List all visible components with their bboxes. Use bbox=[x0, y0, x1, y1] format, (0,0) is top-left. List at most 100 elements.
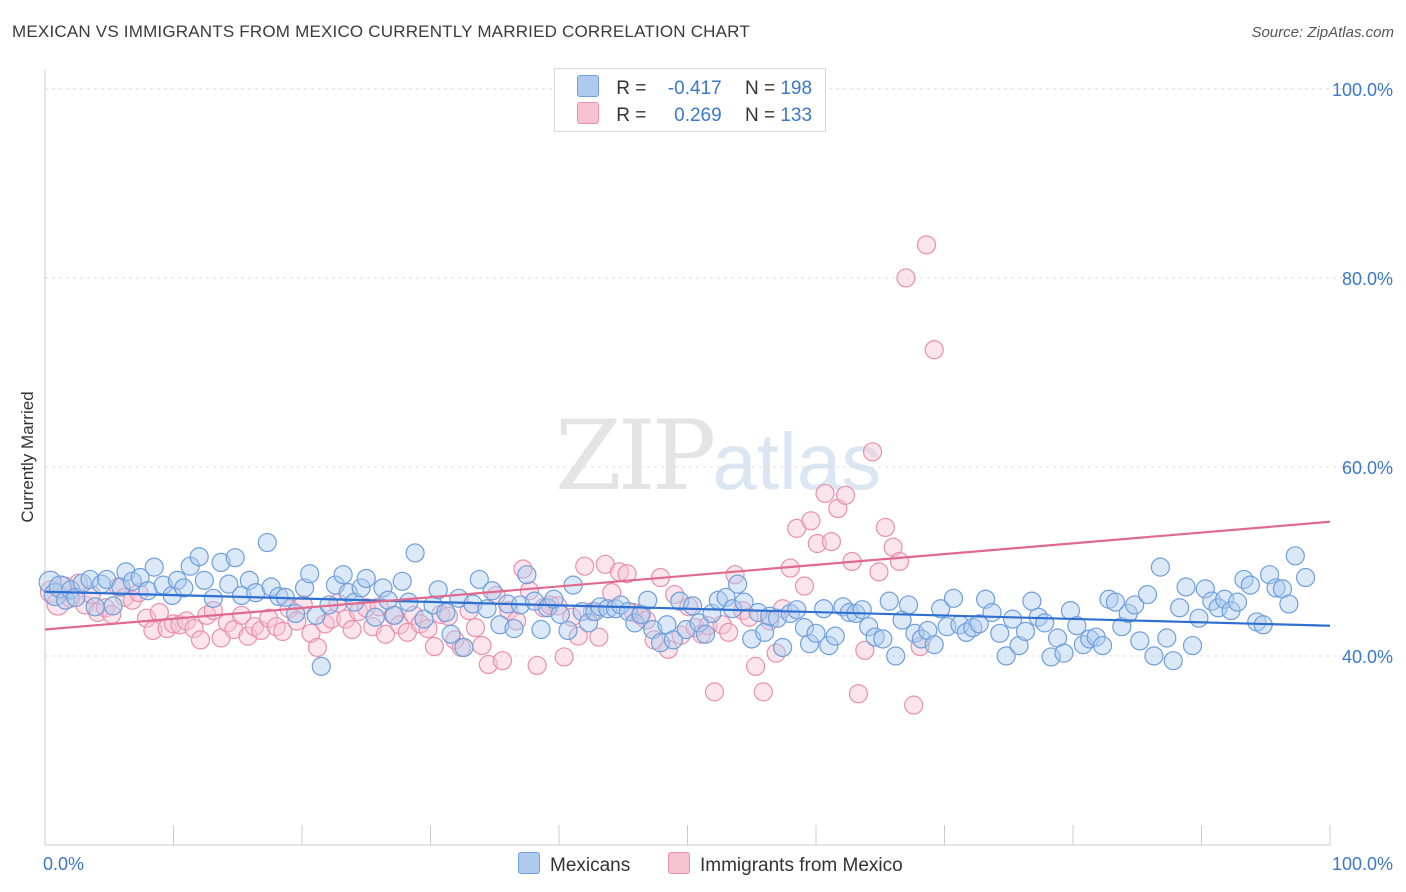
data-point bbox=[670, 591, 690, 611]
data-point bbox=[1092, 635, 1113, 656]
data-point bbox=[568, 626, 588, 646]
data-point bbox=[916, 235, 937, 255]
data-point bbox=[862, 442, 883, 462]
data-point bbox=[1182, 635, 1203, 656]
data-point bbox=[311, 656, 331, 676]
data-point bbox=[1137, 584, 1158, 605]
data-point bbox=[517, 565, 537, 585]
data-point bbox=[898, 595, 919, 615]
data-point bbox=[787, 600, 807, 620]
data-point bbox=[392, 571, 412, 591]
chart-source: Source: ZipAtlas.com bbox=[1251, 24, 1394, 41]
legend-swatch-pink bbox=[577, 102, 599, 124]
data-point bbox=[80, 569, 100, 590]
data-point bbox=[239, 570, 259, 590]
legend-row-immigrants: R = 0.269 N = 133 bbox=[577, 102, 812, 128]
data-point bbox=[631, 604, 651, 624]
data-point bbox=[454, 637, 474, 658]
data-point bbox=[149, 602, 169, 623]
data-point bbox=[886, 646, 906, 666]
data-point bbox=[848, 684, 869, 704]
data-point bbox=[819, 635, 839, 656]
data-point bbox=[1067, 616, 1087, 636]
trend-line bbox=[44, 590, 1331, 627]
data-point bbox=[753, 682, 773, 702]
data-point bbox=[865, 627, 885, 647]
data-point bbox=[232, 585, 252, 606]
axis-labels: 40.0% 60.0% 80.0% 100.0% 0.0% 100.0% Currently… bbox=[18, 80, 1393, 874]
y-axis-title: Currently Married bbox=[18, 391, 37, 522]
data-point bbox=[801, 511, 821, 531]
data-point bbox=[1240, 575, 1260, 595]
data-point bbox=[689, 613, 709, 633]
data-point bbox=[1285, 546, 1305, 566]
legend-r-value: -0.417 bbox=[667, 78, 722, 99]
y-tick-label: 60.0% bbox=[1342, 458, 1393, 478]
legend-r-label: R = bbox=[616, 105, 647, 126]
data-point bbox=[294, 578, 315, 598]
data-point bbox=[794, 576, 815, 596]
data-point bbox=[194, 570, 214, 590]
data-point bbox=[384, 605, 405, 625]
data-point bbox=[333, 565, 353, 585]
data-point bbox=[203, 588, 223, 608]
data-point bbox=[807, 533, 827, 554]
data-point bbox=[1015, 621, 1036, 642]
data-point bbox=[273, 621, 293, 642]
bottom-legend-label: Mexicans bbox=[550, 855, 631, 876]
data-point bbox=[704, 682, 725, 702]
data-point bbox=[1195, 579, 1215, 599]
data-point bbox=[499, 601, 519, 621]
data-point bbox=[405, 543, 425, 563]
data-point bbox=[1150, 557, 1170, 577]
data-point bbox=[1003, 609, 1023, 629]
data-point bbox=[658, 639, 678, 659]
data-point bbox=[598, 599, 618, 619]
data-point bbox=[578, 613, 599, 633]
bottom-legend-immigrants: Immigrants from Mexico bbox=[668, 852, 903, 877]
data-point bbox=[746, 656, 766, 676]
x-tick-label: 0.0% bbox=[43, 854, 84, 874]
legend-row-mexicans: R = -0.417 N = 198 bbox=[577, 75, 812, 101]
data-point bbox=[772, 637, 793, 658]
data-point bbox=[519, 581, 540, 601]
data-point bbox=[1163, 651, 1183, 671]
data-point bbox=[918, 620, 938, 641]
data-point bbox=[189, 547, 209, 567]
data-point bbox=[996, 646, 1016, 666]
bottom-legend-label: Immigrants from Mexico bbox=[700, 855, 903, 876]
data-point bbox=[338, 583, 358, 603]
data-point bbox=[531, 619, 551, 640]
data-point bbox=[1227, 592, 1248, 612]
data-point bbox=[799, 634, 820, 654]
y-tick-label: 100.0% bbox=[1332, 80, 1393, 100]
legend-swatch-blue bbox=[577, 75, 599, 97]
watermark: ZIPatlas bbox=[555, 400, 882, 512]
data-point bbox=[436, 602, 456, 623]
bottom-legend-swatch-pink bbox=[668, 852, 690, 874]
data-point bbox=[441, 624, 461, 644]
data-point bbox=[527, 655, 547, 676]
data-point bbox=[821, 532, 842, 552]
data-point bbox=[116, 562, 136, 582]
data-point bbox=[554, 647, 574, 667]
chart-title: MEXICAN VS IMMIGRANTS FROM MEXICO CURREN… bbox=[12, 22, 750, 41]
data-point bbox=[85, 597, 105, 617]
data-point bbox=[492, 651, 513, 671]
series-mexicans bbox=[38, 532, 1316, 676]
data-point bbox=[767, 608, 788, 628]
data-point bbox=[879, 591, 899, 611]
data-point bbox=[300, 564, 320, 584]
data-point bbox=[852, 600, 872, 620]
data-point bbox=[190, 630, 211, 650]
data-point bbox=[167, 570, 187, 590]
data-point bbox=[1125, 595, 1145, 615]
trend-line bbox=[44, 520, 1331, 631]
data-point bbox=[1157, 628, 1177, 648]
data-point bbox=[251, 620, 271, 641]
legend-n-value: 133 bbox=[780, 105, 813, 126]
grid-lines bbox=[45, 88, 1392, 657]
data-point bbox=[490, 615, 510, 635]
data-point bbox=[1170, 598, 1190, 618]
